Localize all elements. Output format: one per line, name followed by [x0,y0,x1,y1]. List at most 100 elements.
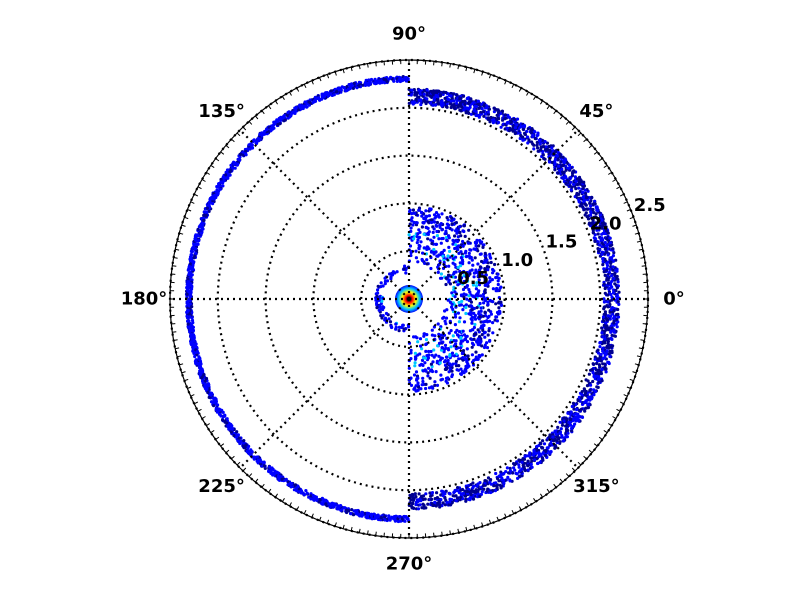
scatter-point [596,351,601,355]
scatter-point [499,300,503,304]
scatter-point [606,293,610,297]
scatter-point [361,512,365,516]
scatter-point [577,418,581,422]
scatter-point [194,247,198,251]
scatter-point [556,157,560,162]
scatter-point [453,107,457,111]
scatter-point [603,273,607,277]
scatter-point [520,124,524,128]
scatter-point [415,500,419,504]
scatter-point [455,239,460,244]
scatter-point [610,279,614,283]
scatter-point [423,261,427,265]
scatter-point [312,498,316,502]
scatter-point [367,78,371,82]
scatter-point [420,506,424,510]
scatter-point [602,323,606,327]
theta-minor-tick [289,91,292,96]
scatter-point [465,96,469,100]
scatter-point [598,365,602,369]
scatter-point [475,238,479,242]
scatter-point [236,433,240,437]
scatter-point [441,494,445,498]
scatter-point [434,242,439,246]
theta-minor-tick [367,530,369,535]
scatter-point [447,331,451,335]
scatter-point [397,515,402,519]
scatter-point [522,465,526,469]
scatter-point [603,353,607,357]
scatter-point [196,227,200,231]
scatter-point [441,501,445,505]
scatter-point [387,317,391,321]
theta-minor-tick [303,509,307,515]
scatter-point [475,281,479,285]
scatter-point [312,100,316,104]
scatter-point [454,221,458,225]
scatter-point [213,193,217,198]
scatter-point [229,163,233,167]
scatter-point [409,351,413,355]
scatter-point [560,167,564,171]
scatter-point [441,340,445,344]
scatter-point [596,357,600,361]
scatter-point [299,489,303,493]
scatter-point [566,431,570,435]
scatter-point [428,491,432,495]
scatter-point [402,515,406,519]
scatter-point [533,130,537,134]
scatter-point [284,477,288,481]
scatter-point [469,492,473,496]
scatter-point [453,263,457,267]
scatter-point [444,90,448,95]
scatter-point [452,354,457,358]
scatter-point [259,460,263,464]
scatter-point [470,489,474,493]
scatter-point [473,313,477,318]
scatter-point [192,339,196,343]
theta-minor-tick [281,96,285,100]
scatter-point [489,490,493,495]
scatter-point [217,407,221,411]
scatter-point [229,430,233,434]
scatter-point [513,126,518,130]
scatter-point [606,339,611,343]
scatter-point [428,376,432,380]
theta-minor-tick [201,416,206,419]
scatter-point [462,224,466,228]
scatter-point [589,199,593,203]
theta-minor-tick [612,416,617,419]
scatter-point [460,271,465,275]
scatter-point [510,471,515,475]
theta-minor-tick [511,83,515,89]
scatter-point [471,497,476,501]
scatter-point [194,251,198,255]
scatter-point [610,298,614,302]
scatter-point [429,220,434,225]
scatter-point [195,350,199,354]
scatter-point [445,238,449,242]
scatter-point [339,88,343,92]
theta-minor-tick [268,488,272,493]
scatter-point [473,104,477,108]
scatter-point [434,211,439,215]
scatter-point [349,511,353,516]
scatter-point [408,222,412,226]
scatter-point [459,293,463,297]
scatter-point [477,337,481,341]
scatter-point [556,425,560,429]
scatter-point [453,312,457,317]
scatter-point [379,302,383,306]
scatter-point [375,301,379,305]
scatter-point [463,234,467,238]
scatter-point [474,248,478,252]
scatter-point [289,485,293,489]
scatter-point [567,420,571,424]
scatter-point [455,489,459,493]
scatter-point [411,501,415,505]
scatter-point [188,257,192,261]
scatter-point [520,460,524,464]
scatter-point [413,211,417,215]
scatter-point [259,132,263,136]
scatter-point [554,432,558,436]
